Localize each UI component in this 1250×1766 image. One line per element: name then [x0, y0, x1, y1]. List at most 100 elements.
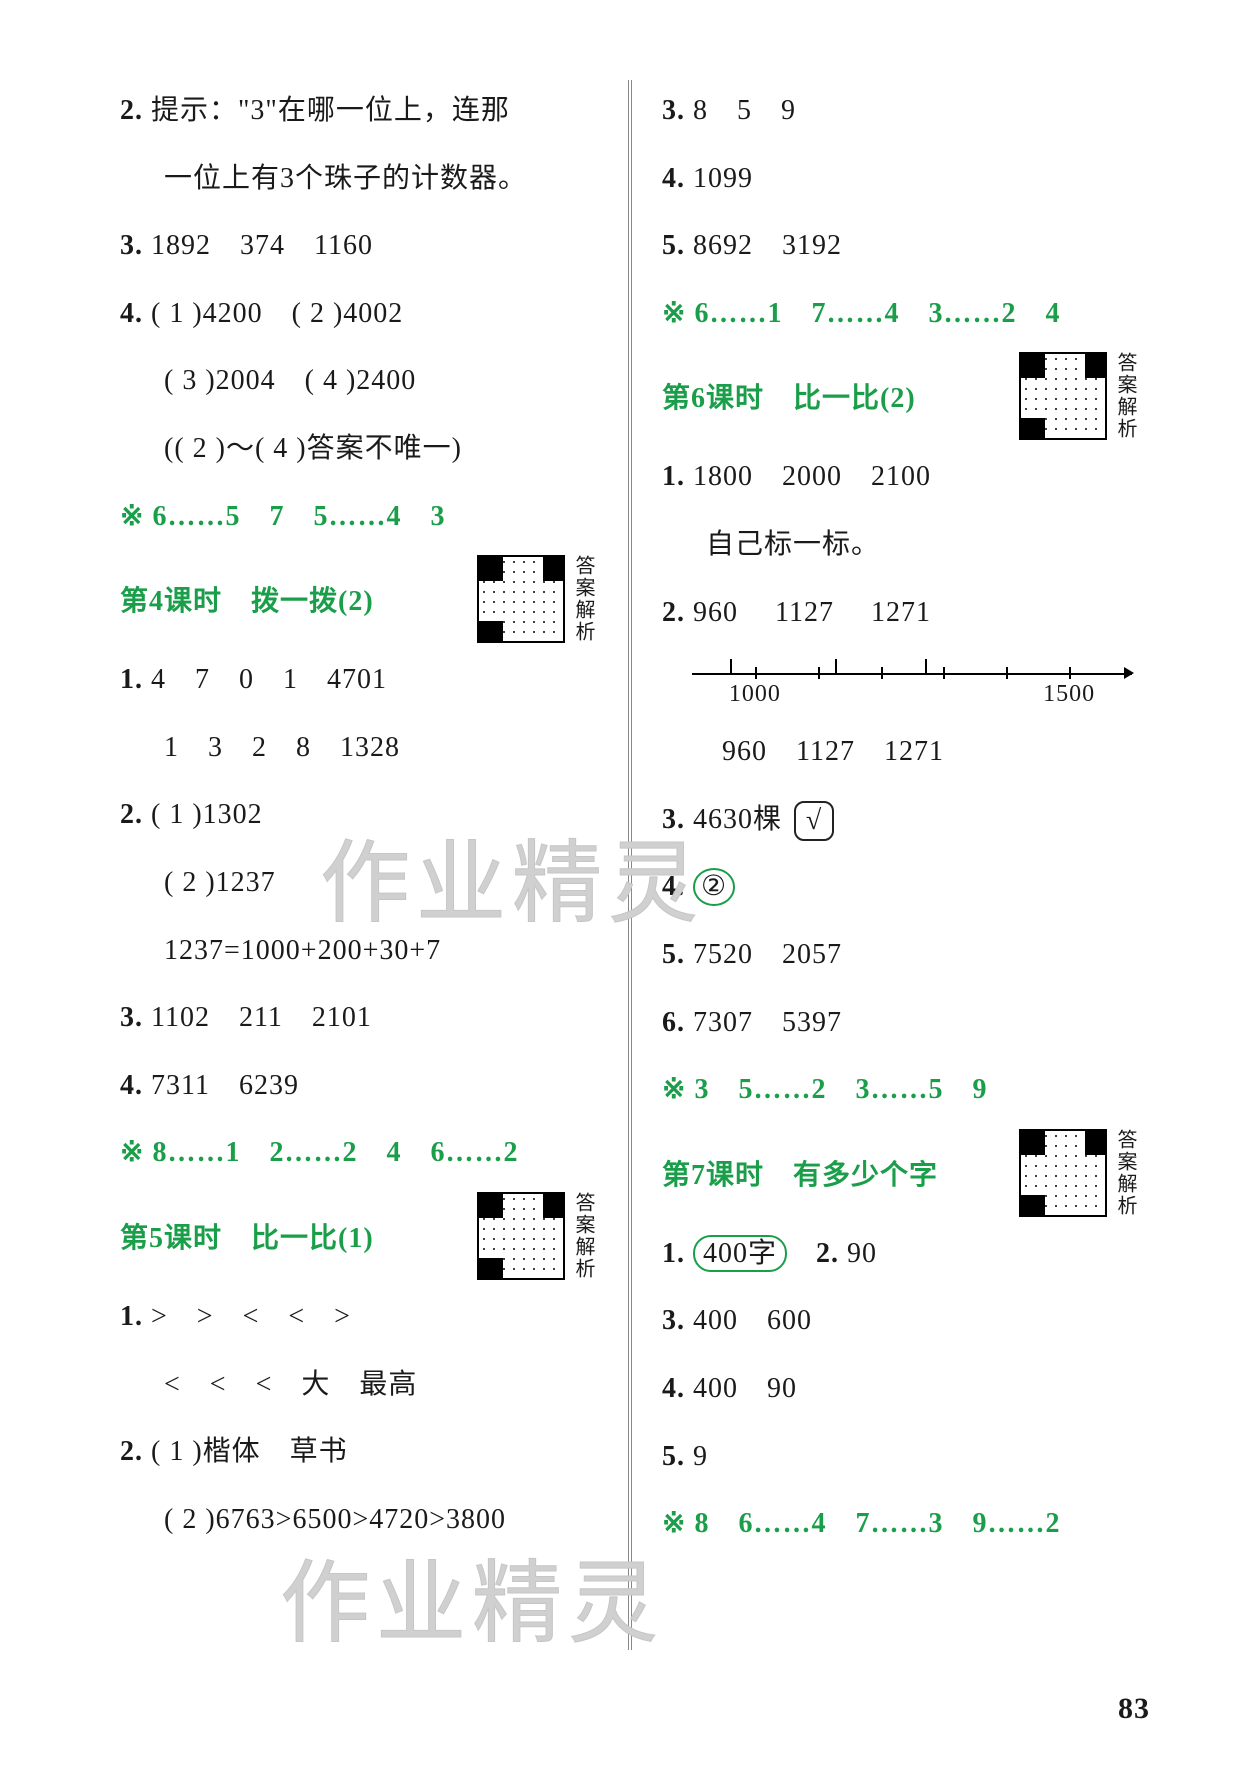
q4-1: 4. ( 1 )4200 ( 2 )4002: [120, 283, 598, 345]
text: ( 1 )楷体 草书: [151, 1436, 348, 1467]
text: 400 600: [693, 1305, 812, 1336]
r-star2: ※ 3 5……2 3……5 9: [662, 1059, 1140, 1121]
star-row-2: ※ 8……1 2……2 4 6……2: [120, 1122, 598, 1184]
page-number: 83: [1118, 1692, 1150, 1726]
r-q4: 4. 1099: [662, 148, 1140, 210]
q4-3: (( 2 )～( 4 )答案不唯一): [120, 418, 598, 480]
text: 1102 211 2101: [151, 1002, 372, 1033]
qr-icon[interactable]: [1019, 352, 1107, 440]
text: 8692 3192: [693, 230, 842, 261]
s6-q3: 3. 4630棵 √: [662, 789, 1140, 851]
s4-q1b: 1 3 2 8 1328: [120, 717, 598, 779]
r-star3: ※ 8 6……4 7……3 9……2: [662, 1493, 1140, 1555]
qr-icon[interactable]: [477, 1192, 565, 1280]
number-line: 1000 1500: [692, 649, 1132, 719]
star-row-1: ※ 6……5 7 5……4 3: [120, 486, 598, 548]
text: 8 5 9: [693, 95, 796, 126]
text: 7311 6239: [151, 1070, 299, 1101]
section-4-header: 第4课时 拨一拨(2) 答案解析: [120, 555, 598, 643]
s4-q3: 3. 1102 211 2101: [120, 987, 598, 1049]
s6-q5: 5. 7520 2057: [662, 924, 1140, 986]
text: 4 7 0 1 4701: [151, 664, 387, 695]
s6-q2-below: 960 1127 1271: [662, 721, 1140, 783]
label-1500: 1500: [1043, 681, 1095, 708]
up-960: 960: [693, 597, 738, 628]
right-column: 3. 8 5 9 4. 1099 5. 8692 3192 ※ 6……1 7………: [632, 80, 1160, 1650]
s5-q2-2: ( 2 )6763>6500>4720>3800: [120, 1489, 598, 1551]
r-star1: ※ 6……1 7……4 3……2 4: [662, 283, 1140, 345]
section-6-title: 第6课时 比一比(2): [662, 376, 1009, 416]
qr-label: 答案解析: [569, 555, 598, 643]
s4-q4: 4. 7311 6239: [120, 1055, 598, 1117]
check-mark-icon: √: [806, 805, 822, 836]
section-5-title: 第5课时 比一比(1): [120, 1216, 467, 1256]
oval-answer: 400字: [693, 1235, 787, 1273]
tick: [943, 667, 945, 679]
upmark: [730, 659, 732, 673]
q4-2: ( 3 )2004 ( 4 )2400: [120, 350, 598, 412]
star-text: ※ 3 5……2 3……5 9: [662, 1074, 987, 1105]
q2-line1: 2. 提示："3"在哪一位上，连那: [120, 80, 598, 142]
qr-icon[interactable]: [1019, 1129, 1107, 1217]
s4-q1a: 1. 4 7 0 1 4701: [120, 649, 598, 711]
axis-line: [692, 673, 1132, 675]
text: 7307 5397: [693, 1007, 842, 1038]
q2-line2: 一位上有3个珠子的计数器。: [120, 148, 598, 210]
upmark: [835, 659, 837, 673]
label-1000: 1000: [729, 681, 781, 708]
s6-q6: 6. 7307 5397: [662, 992, 1140, 1054]
s4-q2-1: 2. ( 1 )1302: [120, 784, 598, 846]
text: 1892 374 1160: [151, 230, 373, 261]
r-q5: 5. 8692 3192: [662, 215, 1140, 277]
qr-icon[interactable]: [477, 555, 565, 643]
s6-q1a: 1. 1800 2000 2100: [662, 446, 1140, 508]
s7-q5: 5. 9: [662, 1426, 1140, 1488]
section-7-title: 第7课时 有多少个字: [662, 1153, 1009, 1193]
s4-q2-2: ( 2 )1237: [120, 852, 598, 914]
star-text: ※ 6……5 7 5……4 3: [120, 501, 445, 532]
s6-q1b: 自己标一标。: [662, 514, 1140, 576]
text: 7520 2057: [693, 939, 842, 970]
star-text: ※ 6……1 7……4 3……2 4: [662, 298, 1060, 329]
text: 4630棵: [693, 804, 782, 835]
upmark: [925, 659, 927, 673]
star-text: ※ 8 6……4 7……3 9……2: [662, 1508, 1060, 1539]
s4-q2-3: 1237=1000+200+30+7: [120, 920, 598, 982]
up-1271: 1271: [871, 597, 931, 628]
qr-label: 答案解析: [1111, 352, 1140, 440]
text: 9: [693, 1441, 708, 1472]
section-6-header: 第6课时 比一比(2) 答案解析: [662, 352, 1140, 440]
s5-q1a: 1. > > < < >: [120, 1286, 598, 1348]
tick: [818, 667, 820, 679]
check-box: √: [794, 801, 834, 841]
text: ( 1 )4200 ( 2 )4002: [151, 298, 403, 329]
s7-q4: 4. 400 90: [662, 1358, 1140, 1420]
circled-answer: ②: [693, 868, 735, 906]
s5-q2-1: 2. ( 1 )楷体 草书: [120, 1421, 598, 1483]
text: 90: [847, 1238, 877, 1269]
tick: [881, 667, 883, 679]
s5-q1b: < < < 大 最高: [120, 1354, 598, 1416]
section-7-header: 第7课时 有多少个字 答案解析: [662, 1129, 1140, 1217]
text: 1099: [693, 163, 753, 194]
arrow-icon: [1124, 667, 1134, 679]
star-text: ※ 8……1 2……2 4 6……2: [120, 1137, 518, 1168]
tick: [1006, 667, 1008, 679]
s6-q2: 2. 960 1127 1271: [662, 582, 1140, 644]
text: 400 90: [693, 1373, 797, 1404]
text: > > < < >: [151, 1301, 351, 1332]
r-q3: 3. 8 5 9: [662, 80, 1140, 142]
text: ( 1 )1302: [151, 799, 263, 830]
tick: [755, 667, 757, 679]
up-1127: 1127: [775, 597, 834, 628]
s7-q1: 1. 400字 2. 90: [662, 1223, 1140, 1285]
q3: 3. 1892 374 1160: [120, 215, 598, 277]
tick: [1069, 667, 1071, 679]
qr-label: 答案解析: [1111, 1129, 1140, 1217]
section-4-title: 第4课时 拨一拨(2): [120, 579, 467, 619]
s7-q3: 3. 400 600: [662, 1290, 1140, 1352]
left-column: 2. 提示："3"在哪一位上，连那 一位上有3个珠子的计数器。 3. 1892 …: [120, 80, 632, 1650]
text: 1800 2000 2100: [693, 461, 931, 492]
qr-label: 答案解析: [569, 1192, 598, 1280]
section-5-header: 第5课时 比一比(1) 答案解析: [120, 1192, 598, 1280]
